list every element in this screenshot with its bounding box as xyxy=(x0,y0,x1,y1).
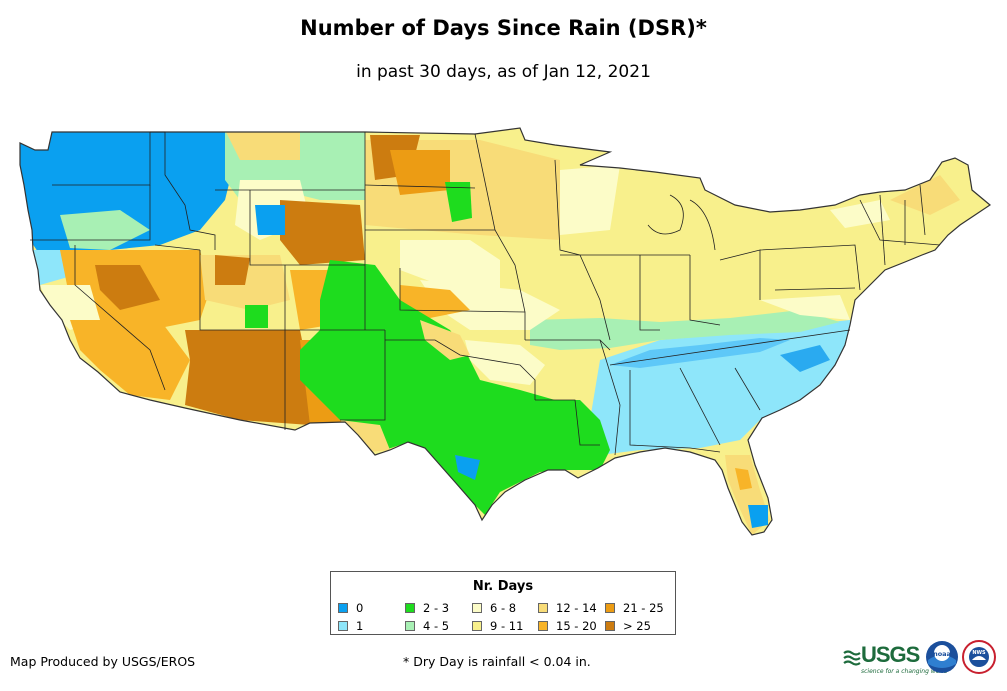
legend-label: > 25 xyxy=(623,619,651,633)
usgs-logo: USGS science for a changing world xyxy=(843,642,947,675)
legend: Nr. Days 0 1 2 - 3 4 - 5 6 - 8 9 - 11 12… xyxy=(330,571,676,635)
legend-swatch xyxy=(338,621,348,631)
legend-item: 9 - 11 xyxy=(472,619,523,633)
legend-item: 15 - 20 xyxy=(538,619,597,633)
legend-item: 1 xyxy=(338,619,363,633)
dsr-fill-regions xyxy=(20,128,990,535)
legend-swatch xyxy=(538,621,548,631)
legend-item: 6 - 8 xyxy=(472,601,516,615)
nws-text: NWS xyxy=(972,650,986,656)
legend-swatch xyxy=(472,603,482,613)
legend-swatch xyxy=(405,621,415,631)
dry-day-footnote: * Dry Day is rainfall < 0.04 in. xyxy=(403,654,591,669)
legend-label: 12 - 14 xyxy=(556,601,597,615)
legend-item: > 25 xyxy=(605,619,651,633)
legend-label: 9 - 11 xyxy=(490,619,524,633)
noaa-text: noaa xyxy=(933,650,951,658)
map-credit: Map Produced by USGS/EROS xyxy=(10,654,196,669)
legend-label: 6 - 8 xyxy=(490,601,517,615)
legend-swatch xyxy=(538,603,548,613)
legend-label: 21 - 25 xyxy=(623,601,664,615)
legend-item: 12 - 14 xyxy=(538,601,597,615)
legend-item: 2 - 3 xyxy=(405,601,449,615)
usgs-tagline: science for a changing world xyxy=(861,668,948,675)
map-title: Number of Days Since Rain (DSR)* xyxy=(300,16,707,40)
noaa-logo-icon: noaa xyxy=(926,641,958,673)
legend-label: 1 xyxy=(356,619,364,633)
usgs-wave-icon xyxy=(843,649,861,666)
legend-title: Nr. Days xyxy=(472,579,534,594)
legend-swatch xyxy=(338,603,348,613)
legend-swatch xyxy=(605,621,615,631)
legend-label: 4 - 5 xyxy=(423,619,450,633)
legend-label: 15 - 20 xyxy=(556,619,597,633)
map-subtitle: in past 30 days, as of Jan 12, 2021 xyxy=(356,62,651,82)
legend-swatch xyxy=(472,621,482,631)
legend-label: 0 xyxy=(356,601,364,615)
legend-label: 2 - 3 xyxy=(423,601,450,615)
state-boundaries xyxy=(30,131,941,456)
usgs-wordmark: USGS xyxy=(861,642,920,667)
legend-item: 4 - 5 xyxy=(405,619,449,633)
legend-swatch xyxy=(605,603,615,613)
nws-logo-icon: NWS xyxy=(962,640,996,674)
legend-swatch xyxy=(405,603,415,613)
legend-item: 0 xyxy=(338,601,363,615)
legend-item: 21 - 25 xyxy=(605,601,664,615)
